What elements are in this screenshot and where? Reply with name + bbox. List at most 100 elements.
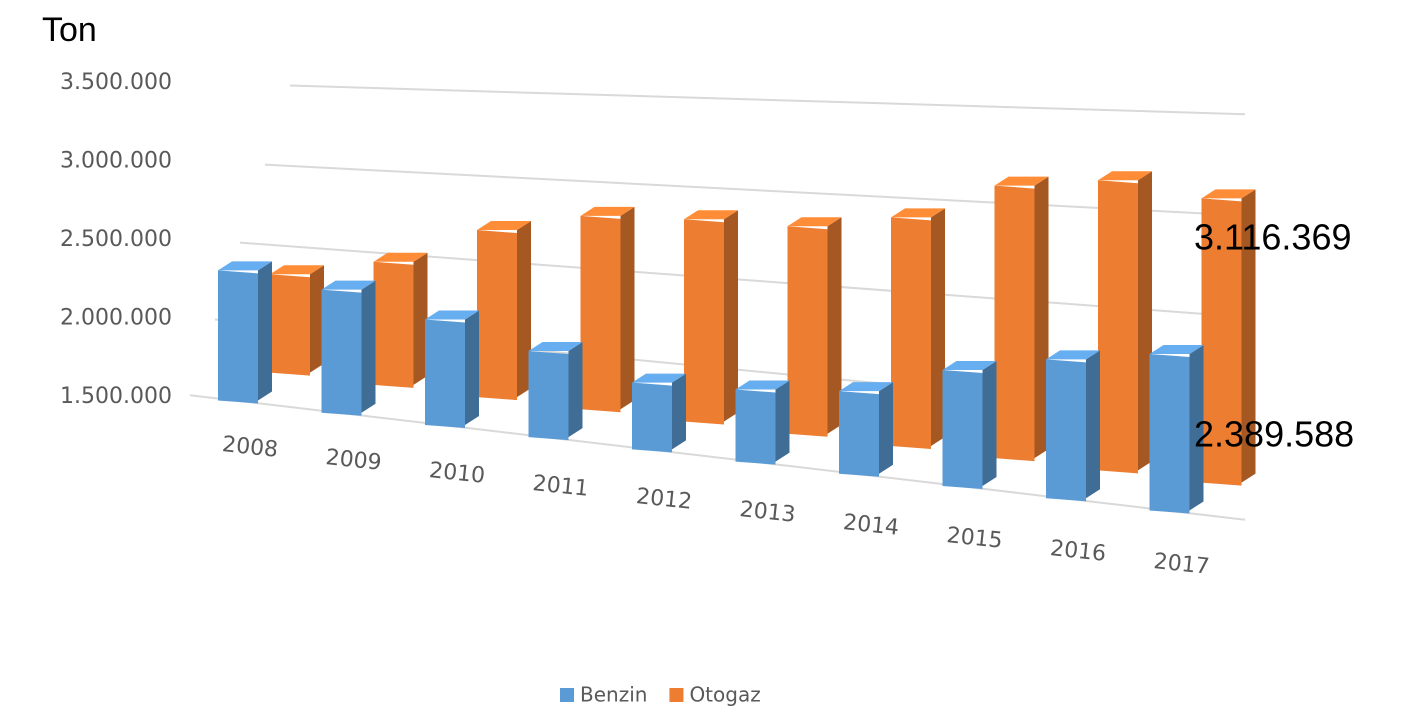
bar-otogaz-front [891, 217, 931, 449]
y-tick-label: 1.500.000 [60, 384, 172, 409]
bar-benzin [942, 360, 997, 490]
bar-otogaz-side [517, 221, 531, 398]
bar-otogaz-top [1098, 171, 1152, 181]
bar-benzin-top [1149, 345, 1204, 355]
x-tick-label: 2010 [428, 458, 486, 489]
legend-label: Benzin [580, 683, 647, 707]
bar-benzin-top [321, 280, 376, 290]
bar-otogaz-side [1034, 176, 1049, 459]
bar-otogaz-top [994, 176, 1049, 186]
bar-otogaz-front [1201, 198, 1242, 486]
grid-line [264, 163, 1246, 217]
bar-benzin-front [839, 391, 879, 477]
x-tick-label: 2009 [324, 445, 382, 476]
bar-benzin-side [775, 380, 790, 462]
bar-benzin-front [942, 369, 983, 490]
bar-otogaz-side [724, 210, 738, 422]
bar-otogaz-front [787, 226, 828, 437]
bar-otogaz [891, 208, 945, 449]
bar-benzin-front [632, 382, 672, 453]
grid-line [289, 84, 1246, 116]
bar-otogaz-top [1201, 189, 1256, 199]
bar-benzin [632, 373, 686, 453]
bar-otogaz-top [580, 206, 635, 216]
bar-otogaz-top [787, 217, 842, 227]
bar-benzin-side [258, 261, 272, 401]
bar-otogaz [270, 265, 324, 376]
y-tick-label: 2.500.000 [60, 227, 172, 252]
x-tick-label: 2011 [531, 471, 589, 502]
bar-benzin-side [879, 382, 893, 474]
bar-otogaz [1201, 189, 1256, 486]
chart-title: Ton [42, 11, 97, 49]
bar-benzin-front [1046, 359, 1086, 502]
bar-otogaz-front [477, 230, 517, 401]
bar-otogaz-front [580, 215, 621, 413]
bar-benzin [1149, 345, 1204, 514]
bar-otogaz-top [373, 252, 428, 262]
bar-benzin-front [218, 270, 258, 404]
bar-otogaz-top [891, 208, 945, 218]
legend-swatch [560, 688, 574, 702]
bar-otogaz [373, 252, 428, 388]
bar-benzin-front [321, 289, 362, 416]
bar-benzin [839, 382, 893, 477]
bar-benzin-side [672, 373, 686, 450]
bar-benzin-side [1189, 345, 1204, 511]
bar-otogaz [684, 210, 738, 425]
bar-otogaz-side [310, 265, 324, 373]
bar-benzin-top [942, 360, 997, 370]
y-tick-label: 2.000.000 [60, 306, 172, 331]
bar-benzin [218, 261, 272, 404]
bar-otogaz [787, 217, 842, 437]
bar-benzin-side [465, 310, 479, 425]
bar-otogaz-side [827, 217, 842, 434]
bar-benzin-front [735, 389, 776, 465]
legend-label: Otogaz [689, 683, 760, 707]
bar-benzin-front [528, 351, 569, 441]
bar-otogaz-front [684, 219, 724, 425]
bar-benzin-side [361, 280, 376, 413]
bar-benzin [1046, 350, 1100, 502]
bar-benzin-front [1149, 354, 1190, 514]
bar-otogaz-front [994, 185, 1035, 462]
bar-benzin [528, 342, 583, 441]
bar-otogaz-front [270, 274, 310, 376]
bar-otogaz [1098, 171, 1152, 474]
bar-benzin [735, 380, 790, 465]
bar-benzin-top [839, 382, 893, 392]
bar-otogaz-front [373, 261, 414, 388]
x-tick-label: 2017 [1152, 549, 1210, 580]
bar-otogaz [994, 176, 1049, 462]
bar-benzin-top [1046, 350, 1100, 360]
bar-benzin-front [425, 319, 465, 428]
x-tick-label: 2013 [738, 497, 796, 528]
bar-otogaz-front [1098, 180, 1138, 474]
bar-otogaz-top [684, 210, 738, 220]
bar-otogaz-side [620, 206, 635, 410]
y-tick-label: 3.000.000 [60, 149, 172, 174]
x-tick-label: 2008 [221, 432, 279, 463]
bar-otogaz [580, 206, 635, 413]
x-tick-label: 2016 [1049, 536, 1107, 567]
bar-otogaz-side [1138, 171, 1152, 471]
bar-benzin-side [982, 360, 997, 487]
bar-benzin-top [735, 380, 790, 390]
y-tick-label: 3.500.000 [60, 70, 172, 95]
bar-benzin-top [528, 342, 583, 352]
x-tick-label: 2015 [945, 523, 1003, 554]
value-label: 3.116.369 [1194, 217, 1351, 258]
bar-benzin [321, 280, 376, 416]
x-tick-label: 2012 [635, 484, 693, 515]
bar-otogaz-top [477, 221, 531, 231]
bar-benzin [425, 310, 479, 428]
bar-benzin-top [425, 310, 479, 320]
bar-otogaz [477, 221, 531, 401]
x-tick-label: 2014 [842, 510, 900, 541]
bar-otogaz-side [413, 252, 428, 385]
value-label: 2.389.588 [1194, 414, 1354, 455]
bar-otogaz-side [1241, 189, 1256, 483]
bar-benzin-top [632, 373, 686, 383]
